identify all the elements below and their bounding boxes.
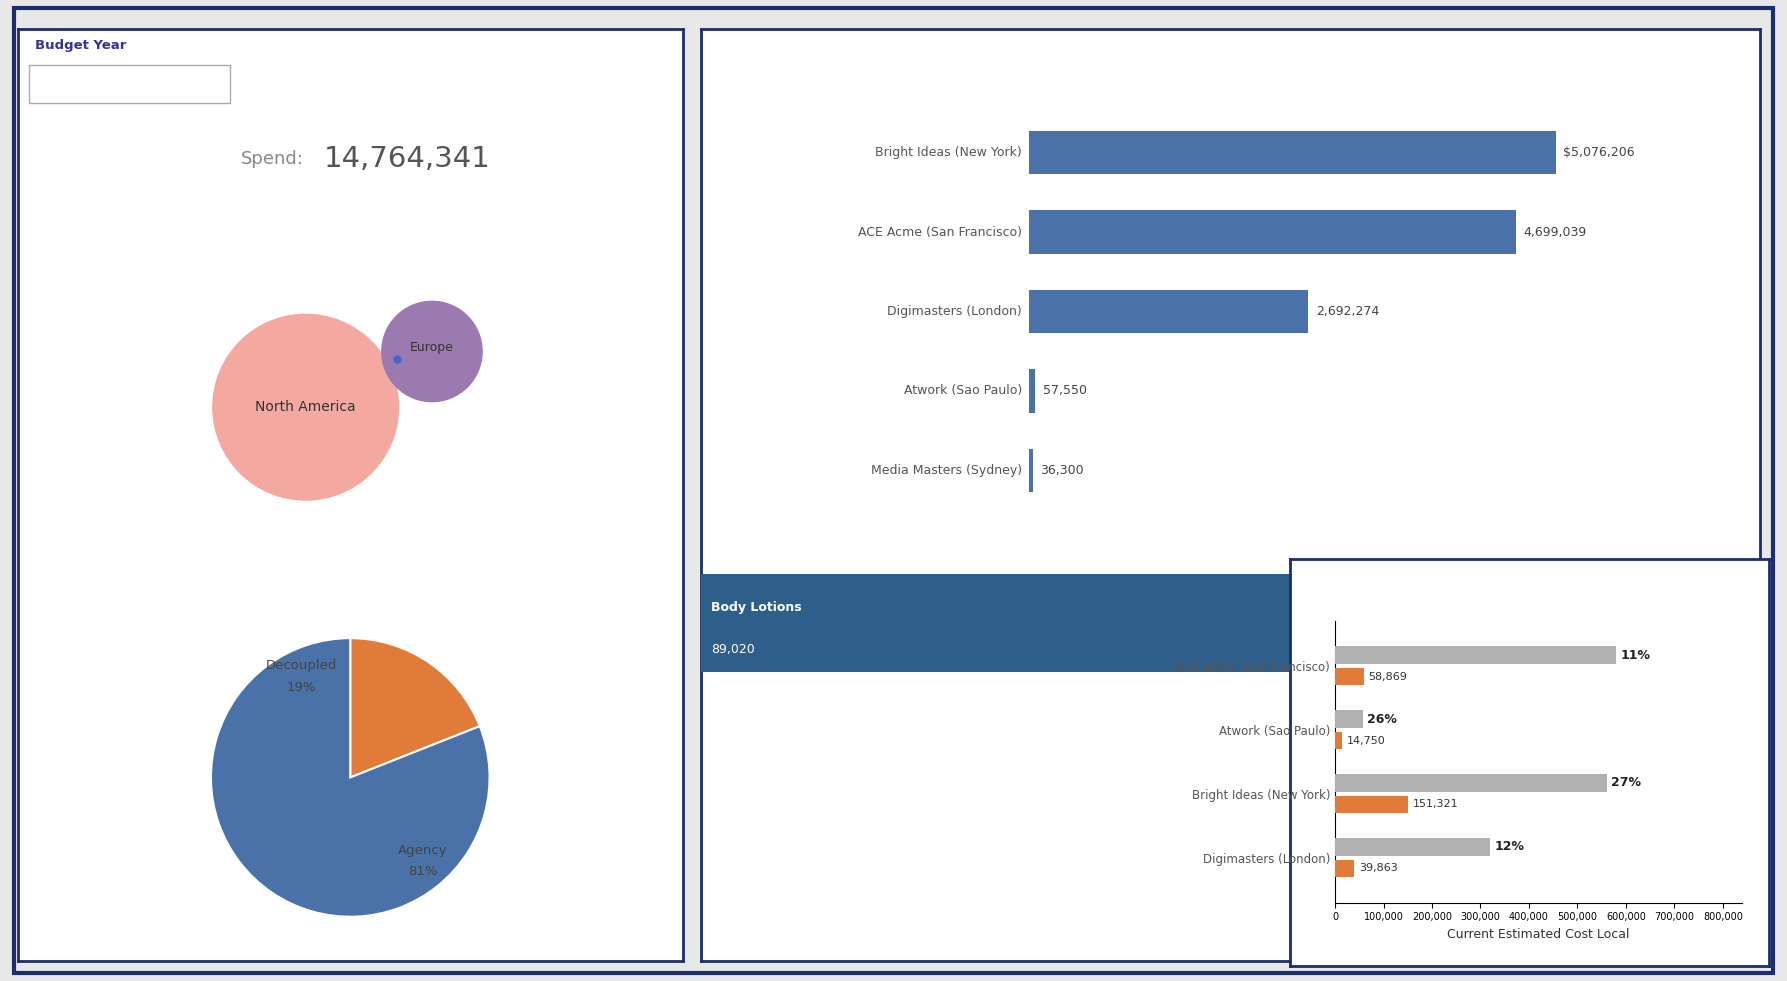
X-axis label: Current Estimated Cost Local: Current Estimated Cost Local: [1447, 928, 1630, 941]
Text: Digimasters (London): Digimasters (London): [888, 305, 1022, 318]
Text: 57,550: 57,550: [1042, 385, 1086, 397]
Text: 89,020: 89,020: [711, 643, 754, 655]
Bar: [1548, 574, 1683, 672]
Text: Agency: Agency: [399, 844, 447, 857]
FancyBboxPatch shape: [29, 66, 231, 103]
Bar: [1335, 859, 1355, 877]
Text: Exfoliants: Exfoliants: [788, 749, 874, 763]
Text: 12%: 12%: [1496, 841, 1524, 853]
Text: 11%: 11%: [1621, 648, 1651, 661]
Text: Body Lotions: Body Lotions: [711, 601, 802, 614]
Text: 39,863: 39,863: [1360, 863, 1397, 873]
Bar: [1294, 574, 1546, 672]
Text: $5,076,206: $5,076,206: [1564, 146, 1635, 159]
Text: Overall: Overall: [323, 61, 407, 81]
Text: Region Summary: Region Summary: [45, 229, 216, 247]
Bar: [1335, 732, 1342, 749]
Text: Reconciliation: Reconciliation: [1322, 579, 1465, 596]
Bar: [1335, 838, 1490, 856]
Bar: [1029, 448, 1033, 492]
Text: Brand Summary: Brand Summary: [733, 533, 895, 551]
Bar: [1335, 667, 1363, 686]
Text: Agency Summary: Agency Summary: [733, 62, 924, 80]
Text: Atwork (Sao Paulo): Atwork (Sao Paulo): [904, 385, 1022, 397]
Bar: [1029, 210, 1517, 254]
Text: 27%: 27%: [1612, 777, 1640, 790]
Text: 2,692,274: 2,692,274: [1315, 305, 1380, 318]
Text: 20,500: 20,500: [1558, 643, 1603, 655]
Wedge shape: [350, 638, 479, 777]
Bar: [1335, 710, 1363, 728]
Wedge shape: [211, 638, 490, 916]
Text: 26%: 26%: [1367, 712, 1397, 726]
Text: 2019: 2019: [46, 76, 82, 90]
Bar: [1335, 796, 1408, 813]
Bar: [1029, 289, 1308, 334]
Text: Facial Care: Facial Care: [1558, 601, 1635, 614]
Text: Media Masters (Sydney): Media Masters (Sydney): [870, 464, 1022, 477]
Text: 36,300: 36,300: [1040, 464, 1085, 477]
Text: Europe: Europe: [409, 341, 454, 354]
Bar: [1029, 369, 1035, 413]
Text: North America: North America: [256, 400, 356, 414]
Circle shape: [213, 314, 399, 500]
Bar: [1335, 646, 1615, 664]
Text: 14,750: 14,750: [1347, 736, 1385, 746]
Text: 14,764,341: 14,764,341: [323, 145, 491, 174]
Text: 60,000: 60,000: [1305, 643, 1349, 655]
Text: 81%: 81%: [407, 865, 438, 878]
Text: ▼: ▼: [214, 77, 223, 87]
Text: 151,321: 151,321: [1414, 800, 1458, 809]
Text: Job Type Summary: Job Type Summary: [45, 552, 232, 571]
Text: Spend:: Spend:: [241, 150, 304, 169]
Text: 19%: 19%: [286, 681, 316, 695]
Text: 58,869: 58,869: [1369, 672, 1406, 682]
Circle shape: [382, 301, 482, 401]
Bar: [1335, 774, 1607, 792]
Text: 4,699,039: 4,699,039: [1524, 226, 1587, 238]
Text: Skin Care: Skin Care: [1305, 601, 1371, 614]
Text: Budget Year: Budget Year: [34, 39, 127, 52]
Bar: [701, 574, 1290, 672]
Text: Decoupled: Decoupled: [266, 659, 338, 672]
Bar: [1029, 130, 1555, 175]
Text: Bright Ideas (New York): Bright Ideas (New York): [876, 146, 1022, 159]
Text: ACE Acme (San Francisco): ACE Acme (San Francisco): [858, 226, 1022, 238]
